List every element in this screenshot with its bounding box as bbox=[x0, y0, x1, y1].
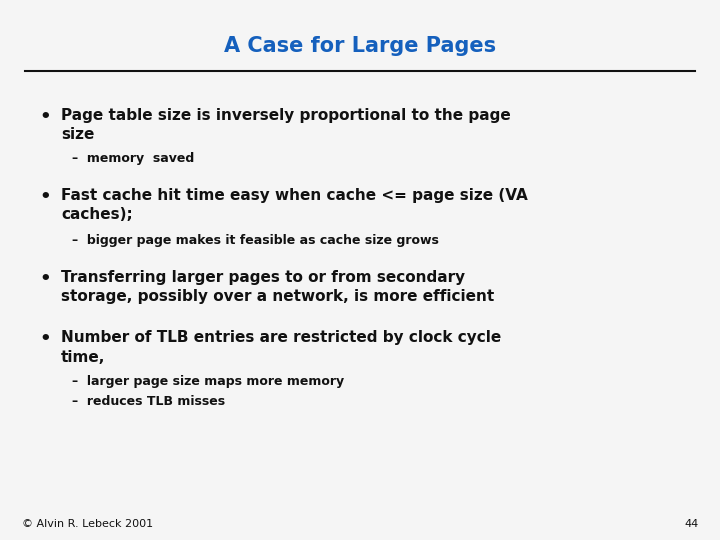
Text: –  memory  saved: – memory saved bbox=[72, 152, 194, 165]
Text: Transferring larger pages to or from secondary
storage, possibly over a network,: Transferring larger pages to or from sec… bbox=[61, 270, 495, 304]
Text: © Alvin R. Lebeck 2001: © Alvin R. Lebeck 2001 bbox=[22, 519, 153, 529]
Text: –  bigger page makes it feasible as cache size grows: – bigger page makes it feasible as cache… bbox=[72, 234, 439, 247]
Text: A Case for Large Pages: A Case for Large Pages bbox=[224, 36, 496, 56]
Text: •: • bbox=[40, 330, 51, 348]
Text: –  larger page size maps more memory: – larger page size maps more memory bbox=[72, 375, 344, 388]
Text: –  reduces TLB misses: – reduces TLB misses bbox=[72, 395, 225, 408]
Text: •: • bbox=[40, 188, 51, 206]
Text: Page table size is inversely proportional to the page
size: Page table size is inversely proportiona… bbox=[61, 108, 511, 142]
Text: Number of TLB entries are restricted by clock cycle
time,: Number of TLB entries are restricted by … bbox=[61, 330, 501, 365]
Text: •: • bbox=[40, 270, 51, 288]
Text: 44: 44 bbox=[684, 519, 698, 529]
Text: •: • bbox=[40, 108, 51, 126]
Text: Fast cache hit time easy when cache <= page size (VA
caches);: Fast cache hit time easy when cache <= p… bbox=[61, 188, 528, 222]
